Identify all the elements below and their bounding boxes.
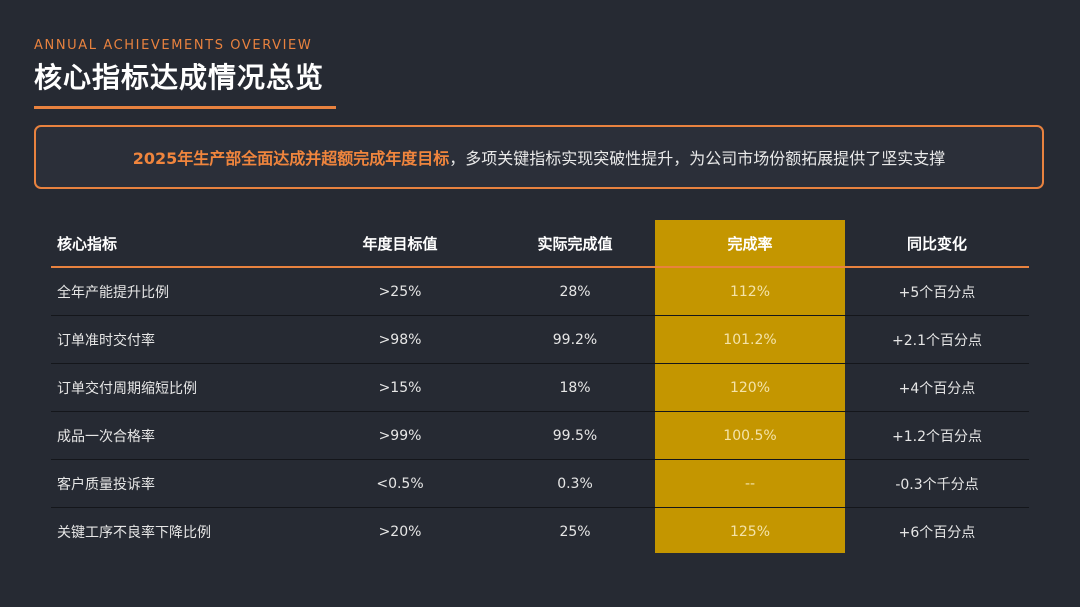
cell-actual: 18% — [495, 363, 655, 412]
metrics-table: 核心指标 年度目标值 实际完成值 完成率 同比变化 全年产能提升比例 >25% … — [51, 220, 1029, 555]
header-actual: 实际完成值 — [495, 220, 655, 268]
cell-yoy: +2.1个百分点 — [845, 315, 1029, 364]
cell-rate: 100.5% — [655, 411, 845, 460]
cell-actual: 99.5% — [495, 411, 655, 460]
cell-target: >20% — [378, 523, 422, 540]
banner-rest-text: ，多项关键指标实现突破性提升，为公司市场份额拓展提供了坚实支撑 — [449, 149, 946, 168]
cell-yoy: +1.2个百分点 — [845, 411, 1029, 460]
cell-rate: 112% — [655, 267, 845, 316]
cell-rate: -- — [655, 459, 845, 508]
header-rate: 完成率 — [655, 220, 845, 268]
cell-yoy: +5个百分点 — [845, 267, 1029, 316]
cell-target: >25% — [305, 267, 495, 316]
banner-highlight-text: 2025年生产部全面达成并超额完成年度目标 — [132, 149, 450, 168]
metrics-table-container: 核心指标 年度目标值 实际完成值 完成率 同比变化 全年产能提升比例 >25% … — [51, 220, 1029, 560]
summary-banner: 2025年生产部全面达成并超额完成年度目标 ，多项关键指标实现突破性提升，为公司市… — [34, 125, 1044, 189]
cell-metric: 客户质量投诉率 — [51, 459, 305, 508]
cell-actual: 0.3% — [495, 459, 655, 508]
table-row: 订单准时交付率 >98% 99.2% 101.2% +2.1个百分点 — [51, 315, 1029, 364]
cell-rate: 125% — [729, 523, 771, 540]
eyebrow-label: ANNUAL ACHIEVEMENTS OVERVIEW — [34, 38, 313, 53]
cell-yoy: -0.3个千分点 — [845, 459, 1029, 508]
cell-metric: 关键工序不良率下降比例 — [57, 524, 211, 541]
title-underline — [34, 106, 336, 109]
cell-actual: 28% — [495, 267, 655, 316]
cell-metric: 成品一次合格率 — [51, 411, 305, 460]
header-yoy: 同比变化 — [845, 220, 1029, 268]
table-row: 成品一次合格率 >99% 99.5% 100.5% +1.2个百分点 — [51, 411, 1029, 460]
table-header-row: 核心指标 年度目标值 实际完成值 完成率 同比变化 — [51, 220, 1029, 268]
cell-metric: 订单准时交付率 — [51, 315, 305, 364]
table-row: 关键工序不良率下降比例 >20% 25% 125% +6个百分点 — [51, 508, 1029, 556]
header-target: 年度目标值 — [305, 220, 495, 268]
cell-rate: 101.2% — [655, 315, 845, 364]
cell-yoy: +6个百分点 — [898, 524, 976, 541]
cell-metric: 全年产能提升比例 — [51, 267, 305, 316]
cell-target: >99% — [305, 411, 495, 460]
cell-target: >98% — [305, 315, 495, 364]
cell-metric: 订单交付周期缩短比例 — [51, 363, 305, 412]
cell-actual: 99.2% — [495, 315, 655, 364]
cell-target: <0.5% — [305, 459, 495, 508]
header-metric: 核心指标 — [51, 220, 305, 268]
table-row: 客户质量投诉率 <0.5% 0.3% -- -0.3个千分点 — [51, 459, 1029, 508]
page-title: 核心指标达成情况总览 — [34, 61, 325, 94]
table-row: 订单交付周期缩短比例 >15% 18% 120% +4个百分点 — [51, 363, 1029, 412]
cell-yoy: +4个百分点 — [845, 363, 1029, 412]
cell-rate: 120% — [655, 363, 845, 412]
cell-target: >15% — [305, 363, 495, 412]
table-row: 全年产能提升比例 >25% 28% 112% +5个百分点 — [51, 267, 1029, 316]
cell-actual: 25% — [559, 523, 591, 540]
